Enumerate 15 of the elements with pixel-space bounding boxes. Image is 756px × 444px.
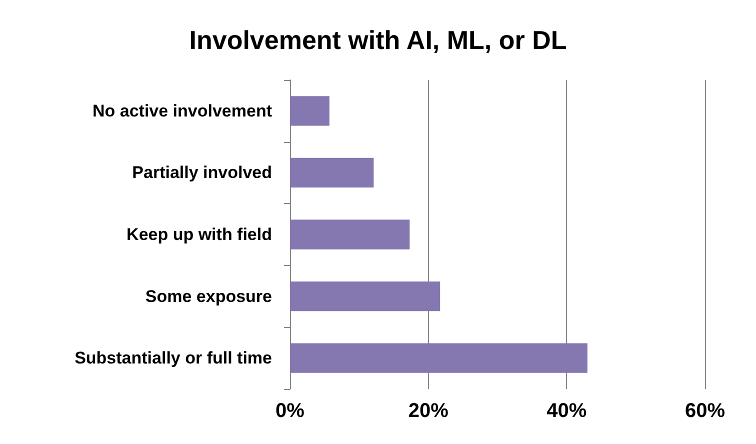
bar	[290, 158, 374, 188]
bar	[290, 281, 440, 312]
y-tick-label: Keep up with field	[126, 225, 272, 244]
y-tick-label: No active involvement	[92, 101, 272, 120]
y-tick-label: Partially involved	[132, 163, 272, 182]
y-tick-label: Substantially or full time	[74, 348, 272, 368]
x-tick-label: 20%	[408, 400, 449, 422]
bar	[290, 220, 410, 250]
x-tick-label: 0%	[276, 400, 305, 422]
x-tick-label: 60%	[684, 400, 726, 422]
x-tick-label: 40%	[546, 400, 587, 422]
chart-title: Involvement with AI, ML, or DL	[189, 25, 567, 55]
bar	[290, 343, 588, 373]
bar	[290, 96, 330, 126]
y-tick-label: Some exposure	[145, 286, 272, 306]
